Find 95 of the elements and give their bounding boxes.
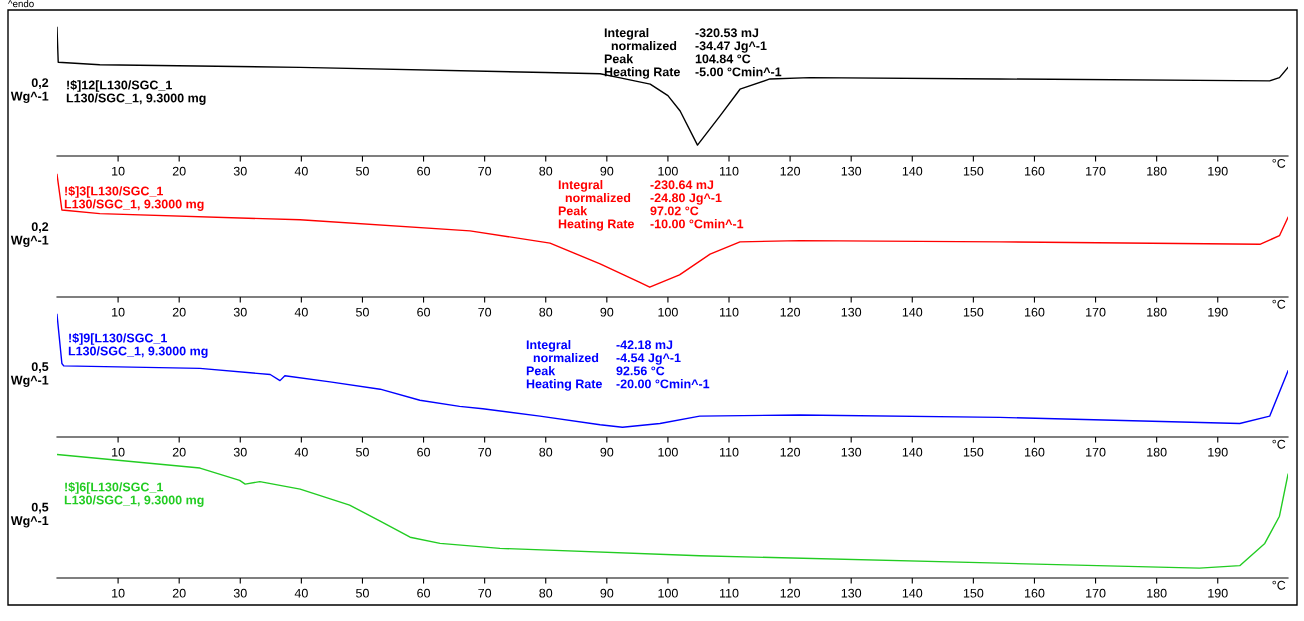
- x-tick-label: 150: [963, 588, 984, 598]
- x-tick-label: 40: [294, 447, 308, 457]
- annotation: !$]3[L130/SGC_1 L130/SGC_1, 9.3000 mg: [64, 186, 204, 211]
- x-tick-label: 40: [294, 307, 308, 317]
- annotation: -42.18 mJ -4.54 Jg^-1 92.56 °C -20.00 °Cmin^-1: [616, 340, 710, 389]
- y-axis-title: 0,2 Wg^-1: [10, 78, 49, 104]
- x-tick-label: 120: [780, 447, 801, 457]
- annotation: !$]9[L130/SGC_1 L130/SGC_1, 9.3000 mg: [68, 333, 208, 358]
- x-axis-title: °C: [1272, 299, 1286, 309]
- x-tick-label: 170: [1086, 588, 1106, 598]
- y-axis-title: 0,5 Wg^-1: [10, 502, 49, 528]
- x-tick-label: 60: [417, 166, 431, 176]
- x-tick-label: 110: [720, 166, 739, 176]
- x-tick-label: 130: [841, 447, 862, 457]
- x-tick-label: 30: [233, 447, 247, 457]
- x-tick-label: 180: [1147, 588, 1167, 598]
- x-tick-label: 70: [478, 307, 492, 317]
- x-tick-label: 150: [963, 307, 984, 317]
- x-tick-label: 170: [1086, 447, 1106, 457]
- x-tick-label: 190: [1208, 588, 1228, 598]
- x-tick-label: 80: [539, 447, 553, 457]
- x-tick-label: 160: [1025, 307, 1045, 317]
- x-tick-label: 30: [233, 166, 247, 176]
- x-tick-label: 110: [720, 447, 739, 457]
- x-axis-title: °C: [1272, 158, 1286, 168]
- x-tick-label: 140: [902, 307, 923, 317]
- x-tick-label: 70: [478, 447, 492, 457]
- x-tick-label: 100: [658, 447, 678, 457]
- x-tick-label: 120: [780, 588, 801, 598]
- x-tick-label: 100: [658, 307, 678, 317]
- x-tick-label: 60: [417, 447, 431, 457]
- annotation: Integral normalized Peak Heating Rate: [604, 28, 680, 79]
- x-tick-label: 140: [902, 166, 923, 176]
- x-tick-label: 50: [356, 166, 369, 176]
- x-tick-label: 160: [1025, 166, 1045, 176]
- x-tick-label: 110: [720, 588, 739, 598]
- x-tick-label: 130: [841, 166, 862, 176]
- x-tick-label: 120: [780, 166, 801, 176]
- x-tick-label: 180: [1147, 447, 1167, 457]
- x-tick-label: 150: [963, 166, 984, 176]
- annotation: -230.64 mJ -24.80 Jg^-1 97.02 °C -10.00 °Cmin^-1: [650, 180, 744, 229]
- text: ^endo: [8, 0, 34, 8]
- x-tick-label: 10: [112, 588, 125, 598]
- annotation: Integral normalized Peak Heating Rate: [526, 340, 602, 391]
- x-tick-label: 70: [478, 588, 492, 598]
- x-tick-label: 60: [417, 588, 431, 598]
- annotation: -320.53 mJ -34.47 Jg^-1 104.84 °C -5.00 °Cmin^-1: [695, 28, 782, 77]
- x-tick-label: 160: [1025, 447, 1045, 457]
- x-tick-label: 140: [902, 588, 923, 598]
- x-tick-label: 70: [478, 166, 492, 176]
- x-tick-label: 90: [600, 588, 614, 598]
- x-tick-label: 150: [963, 447, 984, 457]
- x-tick-label: 90: [600, 307, 614, 317]
- x-tick-label: 140: [902, 447, 923, 457]
- x-tick-label: 120: [780, 307, 801, 317]
- x-tick-label: 50: [356, 588, 369, 598]
- x-tick-label: 130: [841, 588, 862, 598]
- x-tick-label: 80: [539, 588, 553, 598]
- x-tick-label: 190: [1208, 166, 1228, 176]
- y-axis-title: 0,2 Wg^-1: [10, 222, 49, 248]
- x-tick-label: 30: [233, 307, 247, 317]
- x-tick-label: 60: [417, 307, 431, 317]
- x-tick-label: 90: [600, 447, 614, 457]
- x-tick-label: 80: [539, 166, 553, 176]
- y-axis-title: 0,5 Wg^-1: [10, 362, 49, 388]
- x-tick-label: 30: [233, 588, 247, 598]
- x-tick-label: 10: [112, 307, 125, 317]
- x-tick-label: 20: [172, 447, 186, 457]
- x-tick-label: 10: [112, 166, 125, 176]
- x-tick-label: 170: [1086, 166, 1106, 176]
- x-tick-label: 50: [356, 307, 369, 317]
- x-tick-label: 170: [1086, 307, 1106, 317]
- x-tick-label: 90: [600, 166, 614, 176]
- x-tick-label: 100: [658, 588, 678, 598]
- annotation: !$]12[L130/SGC_1 L130/SGC_1, 9.3000 mg: [66, 80, 206, 105]
- x-tick-label: 40: [294, 588, 308, 598]
- x-tick-label: 20: [172, 166, 186, 176]
- x-tick-label: 80: [539, 307, 553, 317]
- x-tick-label: 110: [720, 307, 739, 317]
- annotation: !$]6[L130/SGC_1 L130/SGC_1, 9.3000 mg: [64, 482, 204, 507]
- x-tick-label: 10: [112, 447, 125, 457]
- x-tick-label: 130: [841, 307, 862, 317]
- x-axis-title: °C: [1272, 439, 1286, 449]
- annotation: Integral normalized Peak Heating Rate: [558, 180, 634, 231]
- x-tick-label: 190: [1208, 447, 1228, 457]
- x-tick-label: 20: [172, 588, 186, 598]
- x-tick-label: 100: [658, 166, 678, 176]
- x-axis-title: °C: [1272, 580, 1286, 590]
- x-tick-label: 160: [1025, 588, 1045, 598]
- x-tick-label: 20: [172, 307, 186, 317]
- x-tick-label: 50: [356, 447, 369, 457]
- x-tick-label: 40: [294, 166, 308, 176]
- x-tick-label: 180: [1147, 307, 1167, 317]
- x-tick-label: 190: [1208, 307, 1228, 317]
- x-tick-label: 180: [1147, 166, 1167, 176]
